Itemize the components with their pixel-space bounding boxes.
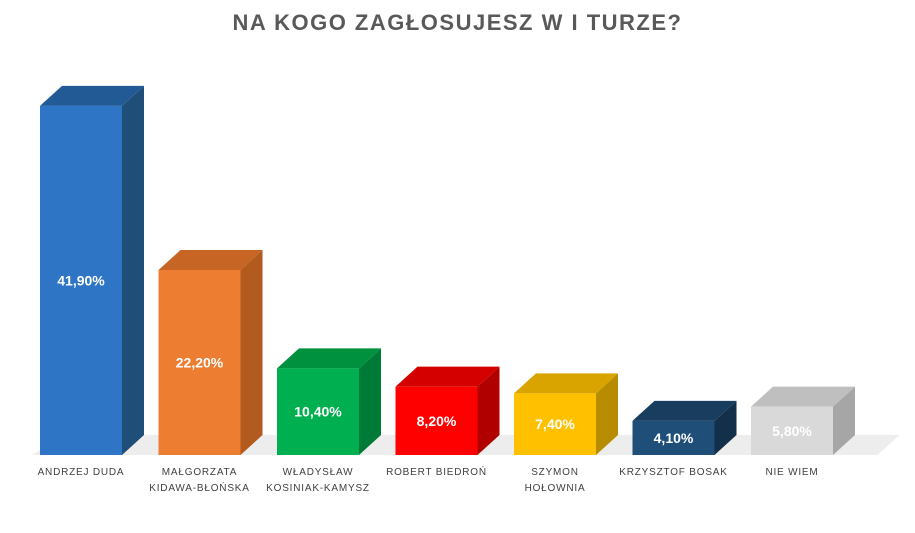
category-label: ROBERT BIEDROŃ bbox=[386, 465, 487, 478]
category-label-line: HOŁOWNIA bbox=[525, 483, 586, 494]
data-label: 8,20% bbox=[417, 413, 457, 429]
bar-top-face bbox=[277, 348, 381, 369]
bar-5: 7,40% bbox=[514, 373, 618, 455]
bar-front-face bbox=[158, 270, 241, 455]
category-label-line: SZYMON bbox=[531, 467, 579, 478]
category-label-line: ANDRZEJ DUDA bbox=[38, 467, 125, 478]
category-label: SZYMON HOŁOWNIA bbox=[525, 467, 586, 494]
bar-front-face bbox=[277, 368, 359, 455]
category-label-line: KRZYSZTOF BOSAK bbox=[619, 467, 728, 478]
data-label: 41,90% bbox=[57, 272, 105, 288]
category-label-line: NIE WIEM bbox=[765, 467, 818, 478]
category-label-line: ROBERT BIEDROŃ bbox=[386, 465, 487, 478]
bar-front-face bbox=[632, 420, 715, 455]
bar-1: 41,90% bbox=[40, 85, 144, 455]
data-label: 5,80% bbox=[772, 423, 812, 439]
category-label: MAŁGORZATA KIDAWA-BŁOŃSKA bbox=[149, 467, 249, 494]
bar-top-face bbox=[751, 386, 855, 407]
bar-front-face bbox=[751, 406, 833, 455]
bar-side-face bbox=[122, 85, 144, 455]
bar-side-face bbox=[359, 348, 381, 455]
bar-top-face bbox=[632, 400, 737, 421]
category-label-line: MAŁGORZATA bbox=[162, 467, 237, 478]
bar-top-face bbox=[158, 250, 263, 270]
category-label-line: KIDAWA-BŁOŃSKA bbox=[149, 481, 249, 494]
data-label: 22,20% bbox=[176, 355, 224, 371]
bar-4: 8,20% bbox=[395, 366, 500, 455]
bar-side-face bbox=[714, 400, 737, 455]
data-label: 7,40% bbox=[535, 416, 575, 432]
category-labels: ANDRZEJ DUDA MAŁGORZATA KIDAWA-BŁOŃSKA WŁAD… bbox=[38, 465, 818, 494]
bar-6: 4,10% bbox=[632, 400, 737, 455]
bar-top-face bbox=[395, 366, 500, 387]
data-label: 10,40% bbox=[294, 404, 342, 420]
bar-front-face bbox=[514, 393, 596, 455]
bar-side-face bbox=[477, 366, 500, 455]
bar-front-face bbox=[395, 386, 478, 455]
bar-side-face bbox=[833, 386, 855, 455]
bar-2: 22,20% bbox=[158, 250, 263, 455]
bar-side-face bbox=[596, 373, 618, 455]
chart-title: NA KOGO ZAGŁOSUJESZ W I TURZE? bbox=[232, 10, 683, 35]
bar-3: 10,40% bbox=[277, 348, 381, 455]
category-label-line: KOSINIAK-KAMYSZ bbox=[266, 483, 370, 494]
category-label: KRZYSZTOF BOSAK bbox=[619, 467, 728, 478]
data-label: 4,10% bbox=[654, 430, 694, 446]
category-label: ANDRZEJ DUDA bbox=[38, 467, 125, 478]
category-label: NIE WIEM bbox=[765, 467, 818, 478]
bar-top-face bbox=[514, 373, 618, 394]
category-label: WŁADYSŁAW KOSINIAK-KAMYSZ bbox=[266, 467, 370, 494]
bar-side-face bbox=[240, 250, 263, 455]
bar-front-face bbox=[40, 105, 122, 455]
bars-group: 41,90% 22,20% 10,40% 8,20% 7,40% 4,10% 5,80% bbox=[40, 85, 855, 455]
bar-top-face bbox=[40, 85, 144, 106]
bar-7: 5,80% bbox=[751, 386, 855, 455]
category-label-line: WŁADYSŁAW bbox=[283, 467, 354, 478]
